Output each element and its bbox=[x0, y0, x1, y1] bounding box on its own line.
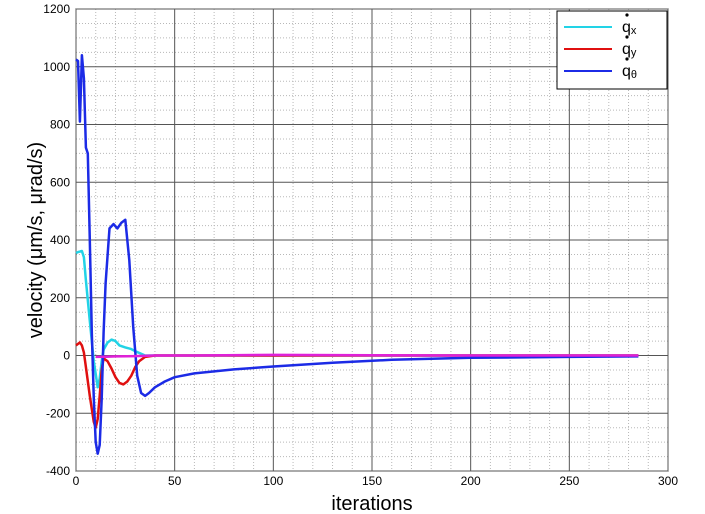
x-axis-label: iterations bbox=[331, 493, 412, 514]
legend-label: qθ bbox=[622, 63, 637, 81]
x-ticks: 0 50 100 150 200 250 300 bbox=[73, 474, 679, 488]
y-tick-label: 0 bbox=[63, 349, 70, 363]
series-line-3 bbox=[75, 53, 639, 455]
y-ticks: -400 -200 0 200 400 600 800 1000 1200 bbox=[43, 2, 70, 478]
x-tick-label: 50 bbox=[168, 474, 182, 488]
y-tick-label: 1000 bbox=[43, 60, 70, 74]
y-tick-label: 200 bbox=[50, 291, 70, 305]
series-group bbox=[75, 53, 639, 455]
legend-dot-icon bbox=[625, 13, 629, 17]
y-axis-label: velocity (μm/s, μrad/s) bbox=[25, 142, 47, 338]
y-tick-label: -200 bbox=[46, 406, 70, 420]
legend-label: qy bbox=[622, 41, 637, 59]
legend-dot-icon bbox=[625, 57, 629, 61]
grid bbox=[75, 8, 669, 472]
y-tick-label: 600 bbox=[50, 175, 70, 189]
x-tick-label: 150 bbox=[362, 474, 382, 488]
y-tick-label: -400 bbox=[46, 464, 70, 478]
x-tick-label: 100 bbox=[263, 474, 283, 488]
x-tick-label: 200 bbox=[461, 474, 481, 488]
x-tick-label: 300 bbox=[658, 474, 678, 488]
y-tick-label: 800 bbox=[50, 118, 70, 132]
x-tick-label: 250 bbox=[559, 474, 579, 488]
legend-dot-icon bbox=[625, 35, 629, 39]
legend-label: qx bbox=[622, 19, 637, 37]
y-tick-label: 400 bbox=[50, 233, 70, 247]
series-line-4 bbox=[95, 353, 639, 359]
legend: qx qy qθ bbox=[556, 10, 668, 90]
y-tick-label: 1200 bbox=[43, 2, 70, 16]
x-tick-label: 0 bbox=[73, 474, 80, 488]
